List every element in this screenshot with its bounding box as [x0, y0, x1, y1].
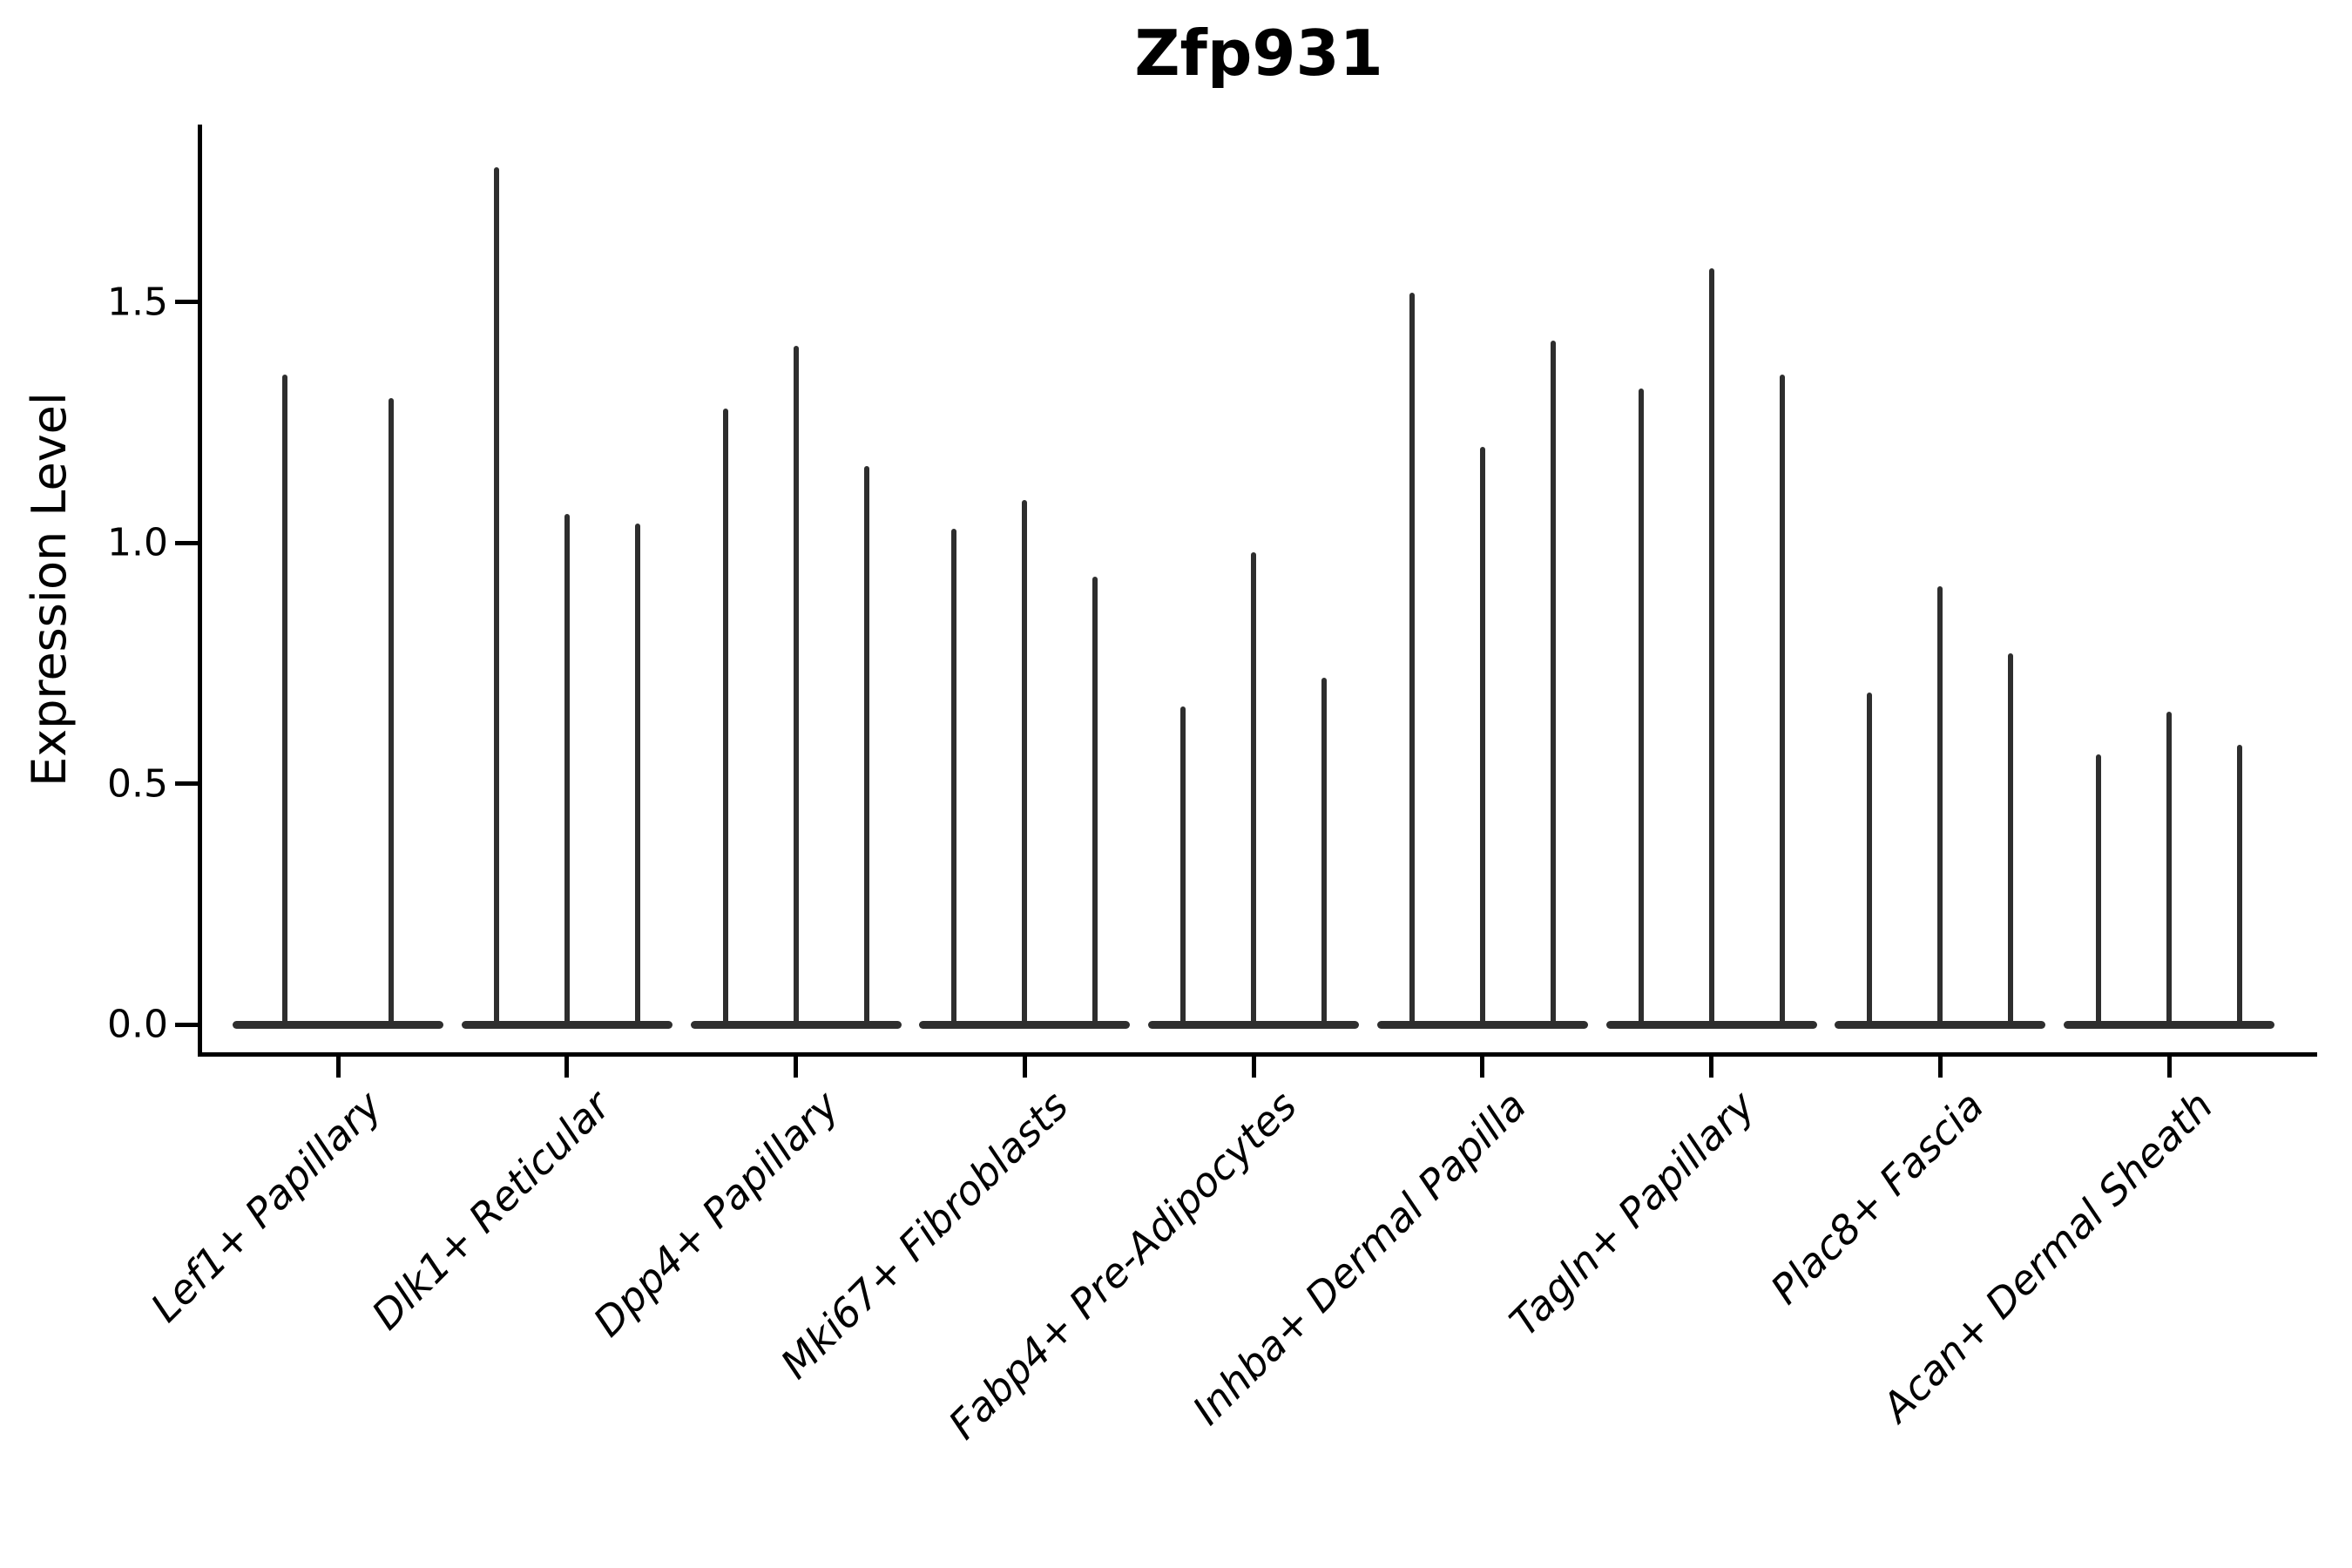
violin-spike [722, 408, 728, 1029]
x-axis-spine [198, 1052, 2317, 1057]
x-tick [1022, 1055, 1027, 1078]
violin-spike [1251, 552, 1256, 1029]
violin-spike [634, 524, 640, 1029]
violin-spike [951, 528, 957, 1029]
violin-spike [1937, 586, 1943, 1029]
violin-spike [2008, 653, 2014, 1029]
violin-spike [1409, 292, 1415, 1029]
violin-spike [1638, 389, 1644, 1029]
y-axis-label-text: Expression Level [21, 392, 77, 787]
y-tick-label: 0.5 [107, 761, 168, 807]
violin-spike [1180, 706, 1186, 1029]
x-tick-label: Tagln+ Papillary [1500, 1082, 1764, 1346]
y-axis-label: Expression Level [12, 126, 85, 1052]
violin-spike [1550, 341, 1556, 1029]
x-tick-label: Lef1+ Papillary [141, 1082, 391, 1331]
chart-title: Zfp931 [1134, 17, 1383, 90]
y-tick [175, 540, 198, 545]
x-tick-label: Dlk1+ Reticular [362, 1082, 619, 1339]
violin-spike [493, 167, 499, 1029]
y-tick-label: 0.0 [107, 1002, 168, 1047]
x-tick [2166, 1055, 2172, 1078]
x-tick [1709, 1055, 1713, 1078]
violin-spike [564, 514, 570, 1029]
violin-spike [1779, 374, 1785, 1029]
x-tick-label: Dpp4+ Papillary [585, 1082, 848, 1346]
violin-spike [1479, 446, 1485, 1029]
y-tick-label: 1.0 [107, 520, 168, 565]
x-tick-label: Plac8+ Fascia [1761, 1082, 1993, 1314]
violin-spike [1092, 576, 1098, 1029]
violin-spike [1022, 499, 1028, 1029]
x-tick [564, 1055, 570, 1078]
violin-spike [1321, 678, 1327, 1029]
y-tick [175, 300, 198, 305]
violin-spike [1708, 268, 1714, 1029]
violin-spike [863, 465, 869, 1029]
violin-spike [2237, 745, 2242, 1029]
violin-spike [1867, 692, 1873, 1029]
x-tick [335, 1055, 341, 1078]
violin-spike [2166, 711, 2172, 1029]
y-axis-spine [198, 125, 202, 1057]
violin-spike [2096, 754, 2101, 1029]
violin-spike [793, 345, 799, 1029]
violin-spike [388, 398, 394, 1029]
x-tick [1480, 1055, 1485, 1078]
violin-spike [282, 374, 288, 1029]
y-tick [175, 781, 198, 787]
x-tick [794, 1055, 798, 1078]
x-tick [1937, 1055, 1943, 1078]
y-tick-label: 1.5 [107, 280, 168, 325]
y-tick [175, 1022, 198, 1027]
x-tick [1251, 1055, 1256, 1078]
violin-base [233, 1020, 443, 1029]
